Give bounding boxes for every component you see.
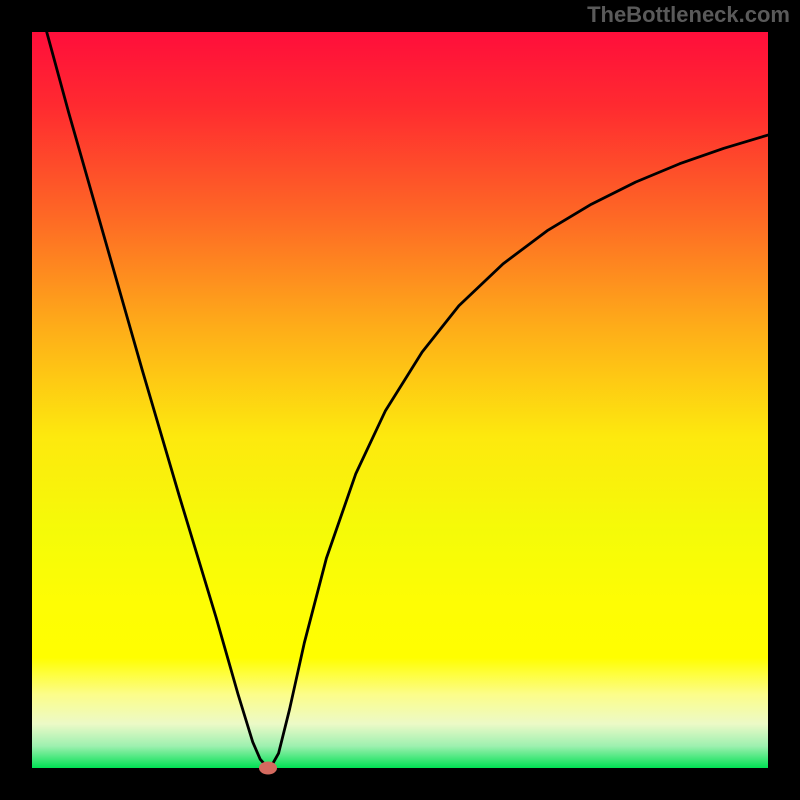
plot-area (32, 32, 768, 768)
curve-left-branch (47, 32, 266, 765)
minimum-marker (259, 762, 277, 775)
chart-container: TheBottleneck.com (0, 0, 800, 800)
curve-right-branch (272, 135, 768, 765)
curve-layer (32, 32, 768, 768)
attribution-label: TheBottleneck.com (587, 2, 790, 28)
